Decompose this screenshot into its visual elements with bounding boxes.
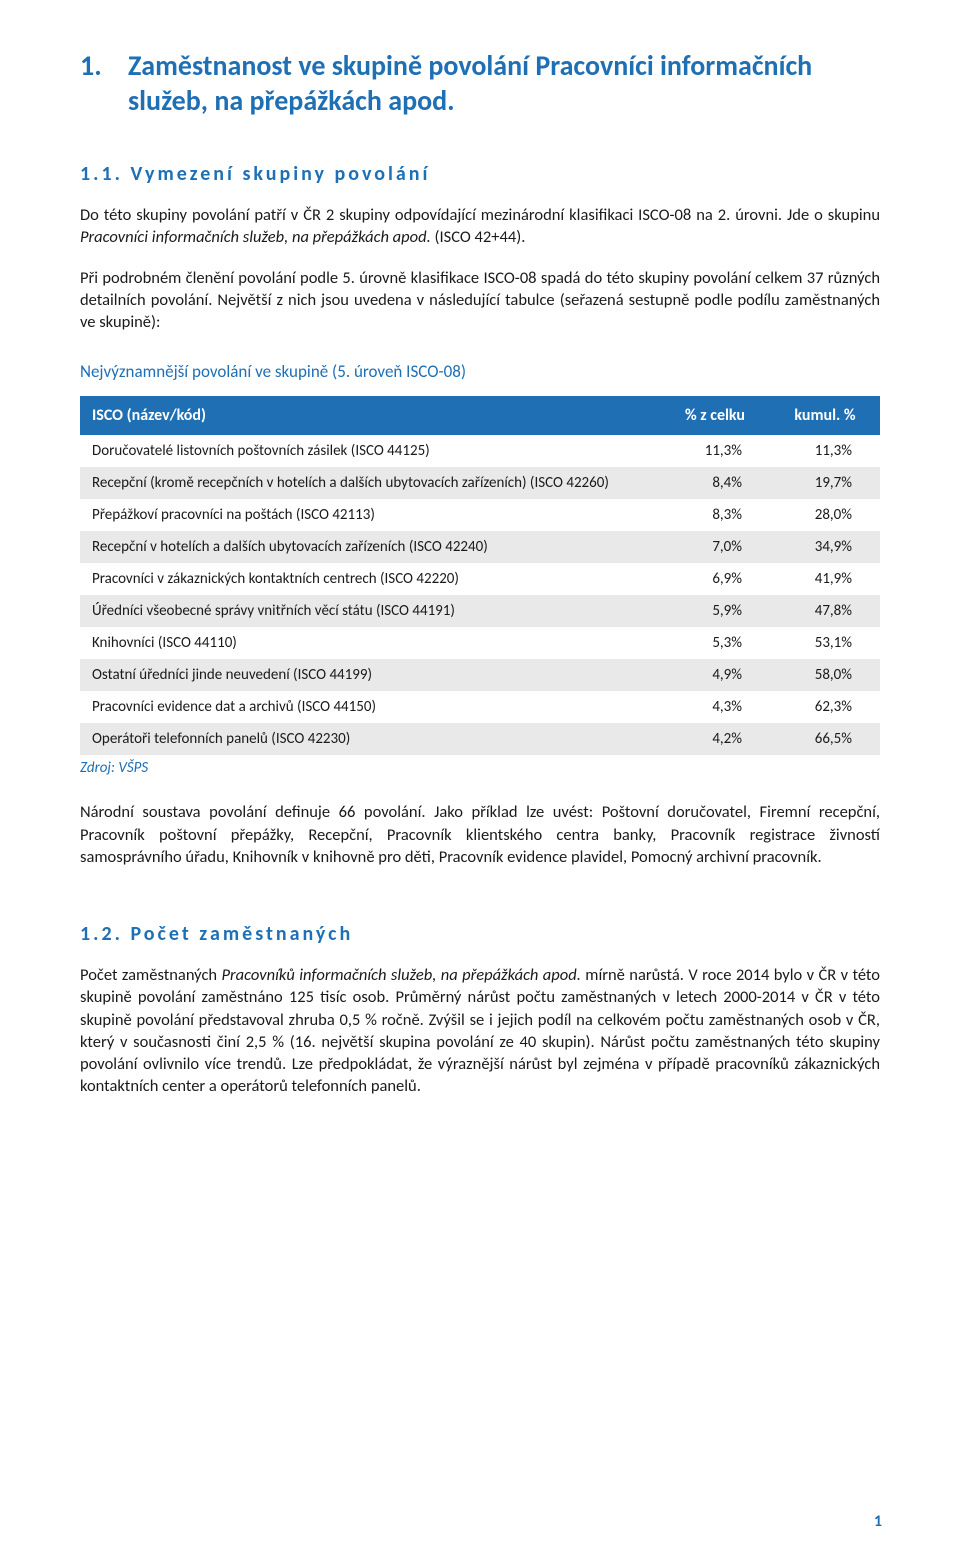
section-1-2: 1.2. Počet zaměstnaných Počet zaměstnaný… [80,922,880,1098]
cell-cumul: 58,0% [770,659,880,691]
cell-pct: 4,9% [660,659,770,691]
cell-name: Ostatní úředníci jinde neuvedení (ISCO 4… [80,659,660,691]
cell-pct: 7,0% [660,531,770,563]
sec12-para: Počet zaměstnaných Pracovníků informační… [80,964,880,1098]
cell-cumul: 28,0% [770,499,880,531]
cell-cumul: 11,3% [770,435,880,467]
cell-name: Recepční v hotelích a dalších ubytovacíc… [80,531,660,563]
cell-name: Knihovníci (ISCO 44110) [80,627,660,659]
table-row: Operátoři telefonních panelů (ISCO 42230… [80,723,880,755]
cell-cumul: 34,9% [770,531,880,563]
cell-name: Operátoři telefonních panelů (ISCO 42230… [80,723,660,755]
table-row: Doručovatelé listovních poštovních zásil… [80,435,880,467]
page-number: 1 [874,1512,882,1531]
cell-pct: 11,3% [660,435,770,467]
table-row: Recepční v hotelích a dalších ubytovacíc… [80,531,880,563]
sec11-para1-italic: Pracovníci informačních služeb, na přepá… [80,227,431,247]
cell-pct: 8,3% [660,499,770,531]
cell-name: Recepční (kromě recepčních v hotelích a … [80,467,660,499]
occupations-table: ISCO (název/kód) % z celku kumul. % Doru… [80,396,880,755]
heading-1: 1. Zaměstnanost ve skupině povolání Prac… [80,48,880,118]
heading-1-2: 1.2. Počet zaměstnaných [80,922,880,946]
cell-cumul: 66,5% [770,723,880,755]
sec11-para1-b: (ISCO 42+44). [431,227,526,247]
cell-name: Doručovatelé listovních poštovních zásil… [80,435,660,467]
cell-pct: 5,9% [660,595,770,627]
table-row: Pracovníci evidence dat a archivů (ISCO … [80,691,880,723]
cell-name: Přepážkoví pracovníci na poštách (ISCO 4… [80,499,660,531]
cell-name: Pracovníci evidence dat a archivů (ISCO … [80,691,660,723]
cell-pct: 4,2% [660,723,770,755]
table-row: Úředníci všeobecné správy vnitřních věcí… [80,595,880,627]
heading-1-1: 1.1. Vymezení skupiny povolání [80,162,880,186]
sec12-para-a: Počet zaměstnaných [80,965,221,985]
table-row: Knihovníci (ISCO 44110)5,3%53,1% [80,627,880,659]
cell-cumul: 62,3% [770,691,880,723]
sec11-para1: Do této skupiny povolání patří v ČR 2 sk… [80,204,880,249]
cell-name: Pracovníci v zákaznických kontaktních ce… [80,563,660,595]
table-title: Nejvýznamnější povolání ve skupině (5. ú… [80,361,880,382]
cell-cumul: 19,7% [770,467,880,499]
page: 1. Zaměstnanost ve skupině povolání Prac… [0,0,960,1551]
table-row: Ostatní úředníci jinde neuvedení (ISCO 4… [80,659,880,691]
cell-pct: 8,4% [660,467,770,499]
cell-cumul: 53,1% [770,627,880,659]
table-row: Recepční (kromě recepčních v hotelích a … [80,467,880,499]
cell-cumul: 47,8% [770,595,880,627]
table-row: Přepážkoví pracovníci na poštách (ISCO 4… [80,499,880,531]
col-header-cumul: kumul. % [770,396,880,435]
heading-1-number: 1. [80,48,128,118]
cell-cumul: 41,9% [770,563,880,595]
sec11-para2: Při podrobném členění povolání podle 5. … [80,267,880,334]
sec11-para1-a: Do této skupiny povolání patří v ČR 2 sk… [80,205,880,225]
cell-pct: 5,3% [660,627,770,659]
para-after-table: Národní soustava povolání definuje 66 po… [80,801,880,868]
table-body: Doručovatelé listovních poštovních zásil… [80,435,880,755]
cell-pct: 4,3% [660,691,770,723]
heading-1-text: Zaměstnanost ve skupině povolání Pracovn… [128,48,880,118]
table-source: Zdroj: VŠPS [80,759,880,777]
cell-name: Úředníci všeobecné správy vnitřních věcí… [80,595,660,627]
col-header-name: ISCO (název/kód) [80,396,660,435]
sec12-para-italic: Pracovníků informačních služeb, na přepá… [221,965,580,985]
col-header-pct: % z celku [660,396,770,435]
cell-pct: 6,9% [660,563,770,595]
table-header-row: ISCO (název/kód) % z celku kumul. % [80,396,880,435]
table-row: Pracovníci v zákaznických kontaktních ce… [80,563,880,595]
